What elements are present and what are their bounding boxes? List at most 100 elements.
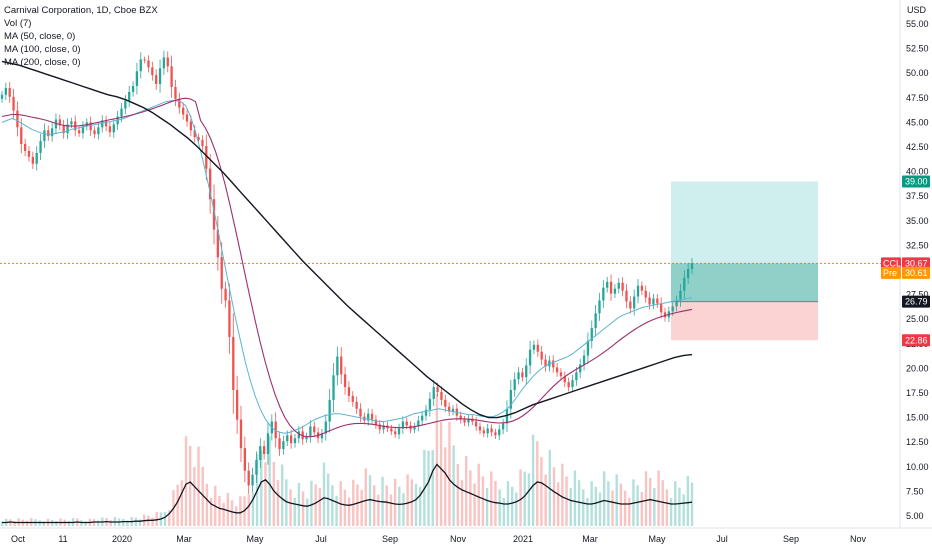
volume-bar [444,447,447,526]
candle-body [513,379,516,391]
candle-body [394,431,397,435]
volume-bar [418,486,422,526]
candle-body [517,372,520,380]
candle-body [559,372,563,377]
volume-bar [364,468,368,526]
current-price-tag-label: CCL [883,258,901,268]
target-tag-value: 39.00 [905,176,928,186]
volume-bar [377,494,380,526]
volume-ma-line [2,463,693,524]
candle-body [70,121,73,125]
candle-body [324,421,327,434]
candle-body [355,401,358,409]
candle-body [532,344,536,350]
candle-body [463,419,466,423]
volume-bar [531,434,535,526]
volume-bar [326,473,330,526]
candle-body [432,387,435,399]
currency-label: USD [907,5,927,15]
volume-bar [356,484,359,526]
x-tick-label: Nov [850,534,867,544]
volume-bar [80,520,83,526]
candle-body [155,75,158,85]
candle-body [62,125,65,134]
volume-bar [690,482,694,526]
volume-bar [481,476,485,526]
candle-body [374,419,378,425]
y-tick-label: 37.50 [906,191,929,201]
volume-bar [126,520,129,526]
volume-bar [331,485,334,526]
x-tick-label: Mar [582,534,598,544]
volume-bar [502,498,506,526]
candle-body [189,121,193,131]
candle-body [158,68,162,85]
candle-body [571,380,574,388]
candle-body [174,86,177,99]
volume-bar [372,485,376,526]
candle-body [93,130,96,135]
candle-body [482,430,485,434]
volume-bar [586,498,589,526]
candle-body [166,57,169,67]
volume-bar [176,484,179,526]
candle-body [128,91,131,101]
current-price-tag-label-box [881,257,901,270]
candle-body [178,98,181,108]
candle-body [289,435,293,444]
volume-bar [648,478,652,526]
volume-bar [134,517,138,526]
candle-body [540,351,543,360]
candle-body [16,110,19,128]
candle-body [486,428,489,434]
profit-filled-zone [671,263,818,302]
x-tick-label: Mar [176,534,192,544]
volume-bar [477,463,480,526]
y-tick-label: 50.00 [906,68,929,78]
candle-body [220,257,223,289]
candle-body [336,356,339,376]
volume-bar [561,463,564,526]
candle-body [340,356,343,375]
volume-bar [335,495,338,526]
candle-body [660,303,663,313]
volume-bar [352,479,355,526]
candle-body [582,355,586,365]
volume-bar [289,489,292,526]
current-price-tag-value: 30.67 [905,258,928,268]
candle-body [50,128,54,137]
candle-body [97,127,100,135]
candle-body [536,344,539,352]
candle-body [58,119,61,126]
candle-body [305,436,308,440]
volume-bar [552,467,556,526]
candle-body [544,359,547,367]
candle-body [679,290,682,301]
volume-bar [96,520,100,526]
y-tick-label: 27.50 [906,290,929,300]
volume-bar [582,489,585,526]
volume-bar [410,479,414,526]
candle-body [12,96,15,111]
volume-bar [682,494,685,526]
volume-bar [42,521,46,526]
volume-bar [469,470,472,526]
candle-body [232,336,235,391]
candle-body [239,419,243,449]
volume-bar [226,492,230,526]
candle-body [424,409,428,416]
volume-bar [460,480,464,526]
candle-body [447,406,451,412]
volume-bar [389,494,393,526]
candle-body [378,424,381,430]
legend-ma100: MA (100, close, 0) [4,44,81,55]
volume-bar [272,462,276,526]
candle-body [555,367,559,373]
volume-bar [322,462,326,526]
volume-bar [314,484,317,526]
candle-body [309,426,312,437]
volume-bar [427,450,430,526]
premarket-tag-value: 30.61 [905,268,928,278]
volume-bar [456,464,460,526]
